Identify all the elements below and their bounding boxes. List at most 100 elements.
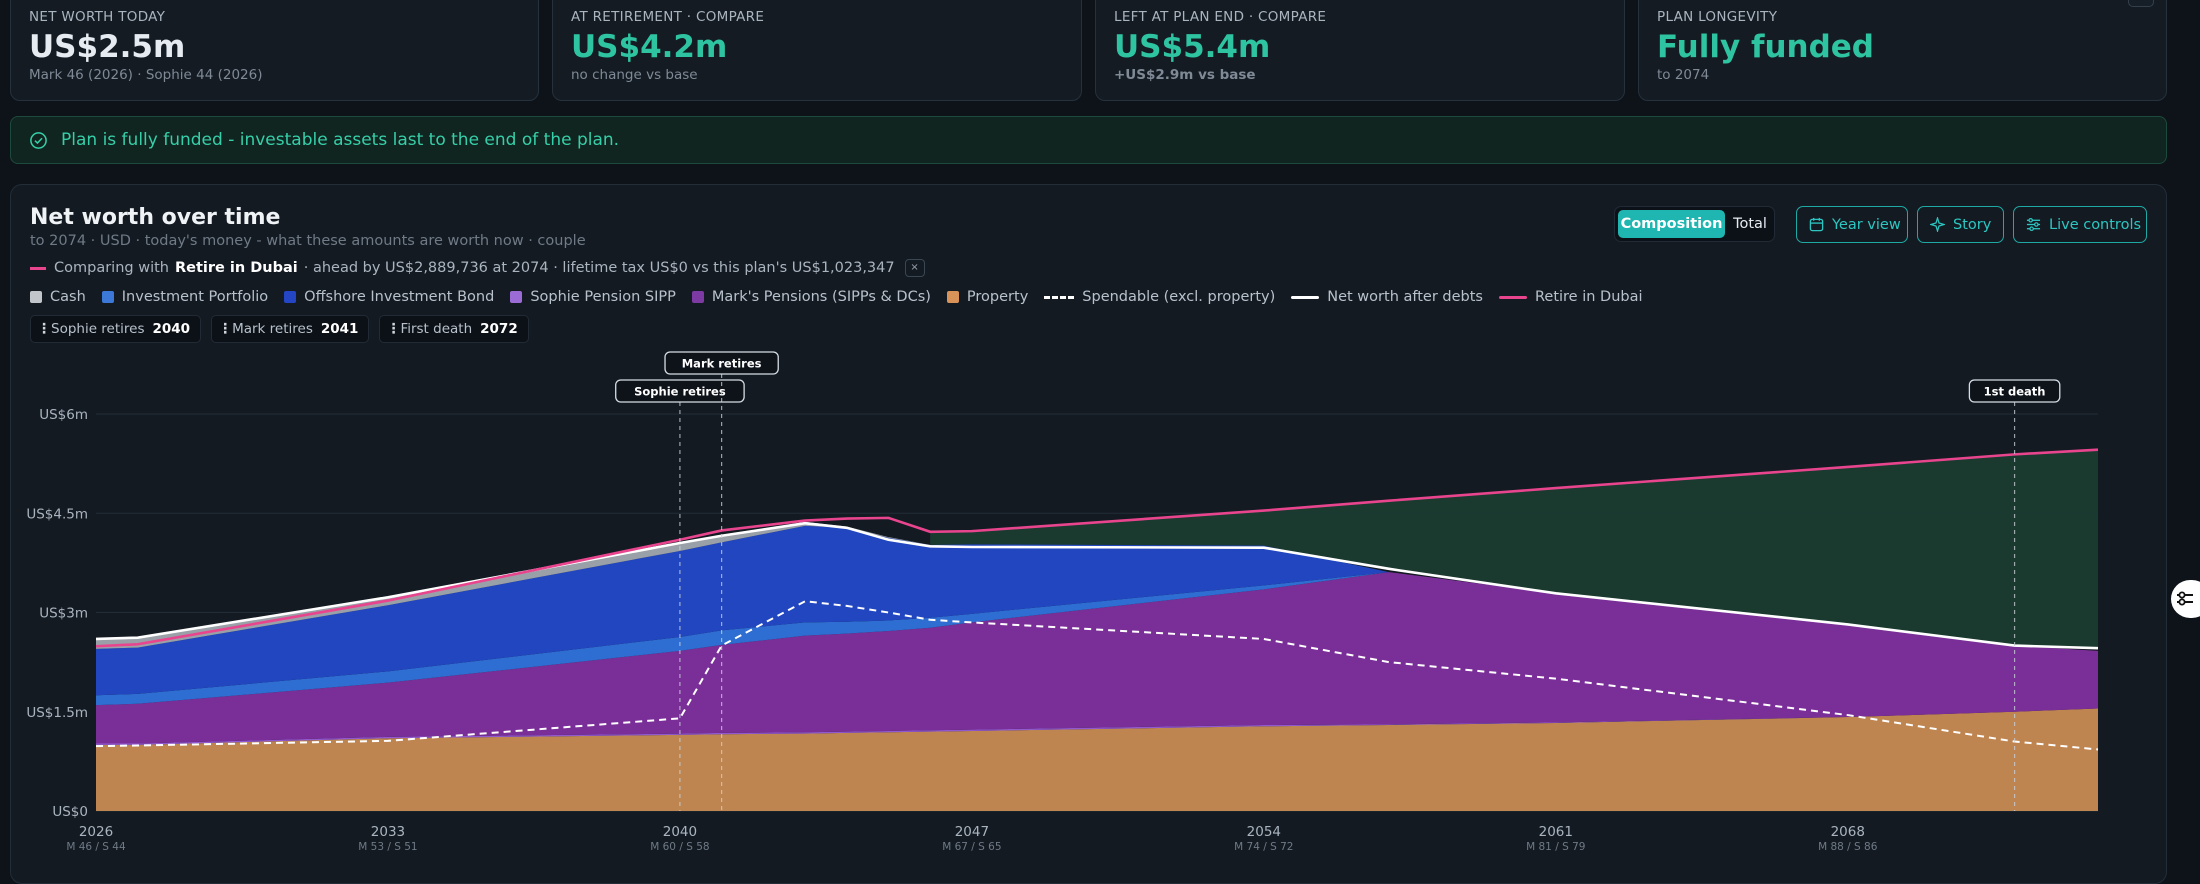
left-at-plan-end-card: LEFT AT PLAN END · COMPARE US$5.4m +US$2…: [1095, 0, 1625, 101]
x-tick-sublabel: M 81 / S 79: [1526, 841, 1585, 853]
y-tick-label: US$0: [52, 804, 88, 820]
clear-comparison-button[interactable]: ×: [904, 259, 925, 277]
x-tick-label: 2061: [1539, 824, 1573, 840]
x-tick-label: 2068: [1831, 824, 1865, 840]
chip-label: Sophie retires: [51, 321, 145, 337]
at-retirement-card: AT RETIREMENT · COMPARE US$4.2m no chang…: [552, 0, 1082, 101]
legend-item-offshore-bond[interactable]: Offshore Investment Bond: [284, 289, 494, 305]
year-view-button[interactable]: Year view: [1796, 206, 1908, 243]
legend-label: Spendable (excl. property): [1082, 289, 1276, 305]
chart-legend: Cash Investment Portfolio Offshore Inves…: [30, 289, 1659, 305]
legend-label: Net worth after debts: [1327, 289, 1483, 305]
legend-label: Cash: [50, 289, 86, 305]
legend-item-retire-in-dubai[interactable]: Retire in Dubai: [1498, 289, 1643, 305]
y-tick-label: US$4.5m: [26, 506, 88, 522]
legend-label: Sophie Pension SIPP: [530, 289, 676, 305]
year-view-label: Year view: [1832, 216, 1901, 233]
card-value: Fully funded: [1657, 29, 1874, 65]
compare-scenario: Retire in Dubai: [174, 260, 298, 276]
chart-subtitle: to 2074 · USD · today's money - what the…: [30, 233, 586, 249]
funded-status-banner: Plan is fully funded - investable assets…: [10, 116, 2167, 164]
story-button[interactable]: Story: [1917, 206, 2004, 243]
x-tick-sublabel: M 53 / S 51: [358, 841, 417, 853]
card-label: AT RETIREMENT · COMPARE: [571, 9, 765, 25]
x-tick-sublabel: M 67 / S 65: [942, 841, 1001, 853]
chip-label: First death: [400, 321, 473, 337]
plan-longevity-card: PLAN LONGEVITY Fully funded to 2074 ⌃: [1638, 0, 2167, 101]
milestone-label-box: [664, 351, 779, 375]
y-tick-label: US$1.5m: [26, 705, 88, 721]
milestone-label: 1st death: [1984, 385, 2046, 399]
line-spendable-excl-property-: [95, 600, 2099, 751]
card-sub: +US$2.9m vs base: [1114, 67, 1256, 83]
chip-year: 2040: [152, 321, 191, 337]
total-toggle[interactable]: Total: [1733, 216, 1767, 232]
legend-item-investment-portfolio[interactable]: Investment Portfolio: [101, 289, 269, 305]
live-controls-button[interactable]: Live controls: [2013, 206, 2147, 243]
legend-item-net-worth[interactable]: Net worth after debts: [1291, 289, 1483, 305]
sliders-icon: [2177, 591, 2193, 606]
legend-swatch: [691, 291, 704, 303]
card-value: US$4.2m: [571, 29, 728, 65]
chip-label: Mark retires: [232, 321, 313, 337]
legend-label: Mark's Pensions (SIPPs & DCs): [711, 289, 931, 305]
view-toggle: Composition Total: [1614, 206, 1775, 242]
legend-item-cash[interactable]: Cash: [30, 289, 86, 305]
legend-swatch: [1498, 295, 1527, 299]
legend-item-property[interactable]: Property: [946, 289, 1029, 305]
card-value: US$2.5m: [29, 29, 186, 65]
comparison-summary: Comparing with Retire in Dubai · ahead b…: [30, 259, 925, 277]
card-sub: to 2074: [1657, 67, 1710, 83]
check-circle-icon: [30, 132, 47, 149]
milestone-label: Mark retires: [682, 357, 762, 371]
net-worth-chart: US$0 US$1.5m US$3m US$4.5m US$6m Sophie retir…: [26, 351, 2099, 853]
milestone-label-box: [1968, 379, 2061, 403]
x-tick-label: 2040: [663, 824, 697, 840]
card-sub: Mark 46 (2026) · Sophie 44 (2026): [29, 67, 263, 83]
legend-swatch: [946, 291, 959, 303]
comparison-area: [930, 449, 2098, 649]
milestone-label-box: [615, 379, 745, 403]
x-tick-label: 2026: [79, 824, 113, 840]
legend-swatch: [1044, 295, 1075, 299]
card-value: US$5.4m: [1114, 29, 1271, 65]
legend-item-sophie-sipp[interactable]: Sophie Pension SIPP: [510, 289, 676, 305]
card-label: LEFT AT PLAN END · COMPARE: [1114, 9, 1327, 25]
area-sophie-pension-sipp: [96, 708, 2098, 745]
compare-prefix: Comparing with: [54, 260, 169, 276]
area-property: [96, 708, 2098, 811]
x-tick-sublabel: M 46 / S 44: [66, 841, 126, 853]
legend-label: Investment Portfolio: [121, 289, 269, 305]
legend-label: Offshore Investment Bond: [304, 289, 495, 305]
x-tick-label: 2047: [955, 824, 989, 840]
calendar-icon: [1809, 217, 1824, 232]
milestone-chip-sophie-retires[interactable]: ⋮ Sophie retires 2040: [30, 315, 202, 343]
comparison-swatch: [30, 266, 46, 270]
net-worth-today-card: NET WORTH TODAY US$2.5m Mark 46 (2026) ·…: [10, 0, 539, 101]
composition-toggle[interactable]: Composition: [1618, 210, 1725, 238]
chart-title: Net worth over time: [30, 205, 281, 230]
line-retire-in-dubai: [95, 448, 2099, 648]
card-label: PLAN LONGEVITY: [1657, 9, 1778, 25]
legend-swatch: [510, 291, 523, 303]
legend-item-mark-pensions[interactable]: Mark's Pensions (SIPPs & DCs): [691, 289, 931, 305]
milestone-chip-mark-retires[interactable]: ⋮ Mark retires 2041: [211, 315, 370, 343]
milestone-chip-first-death[interactable]: ⋮ First death 2072: [379, 315, 529, 343]
legend-swatch: [284, 291, 297, 303]
chip-year: 2072: [480, 321, 518, 337]
legend-swatch: [1291, 295, 1320, 299]
card-sub: no change vs base: [571, 67, 698, 83]
area-mark-s-pensions-sipps-dcs-: [96, 572, 2098, 744]
y-tick-label: US$6m: [39, 407, 88, 423]
x-tick-sublabel: M 74 / S 72: [1234, 841, 1293, 853]
side-drawer-handle[interactable]: [2171, 580, 2200, 618]
chevron-up-icon[interactable]: ⌃: [2128, 0, 2154, 7]
legend-label: Retire in Dubai: [1534, 289, 1643, 305]
chip-year: 2041: [320, 321, 359, 337]
milestone-label: Sophie retires: [634, 385, 726, 399]
area-investment-portfolio: [96, 525, 2098, 696]
y-tick-label: US$3m: [39, 606, 88, 622]
legend-label: Property: [966, 289, 1029, 305]
x-tick-label: 2054: [1247, 824, 1281, 840]
legend-item-spendable[interactable]: Spendable (excl. property): [1044, 289, 1275, 305]
